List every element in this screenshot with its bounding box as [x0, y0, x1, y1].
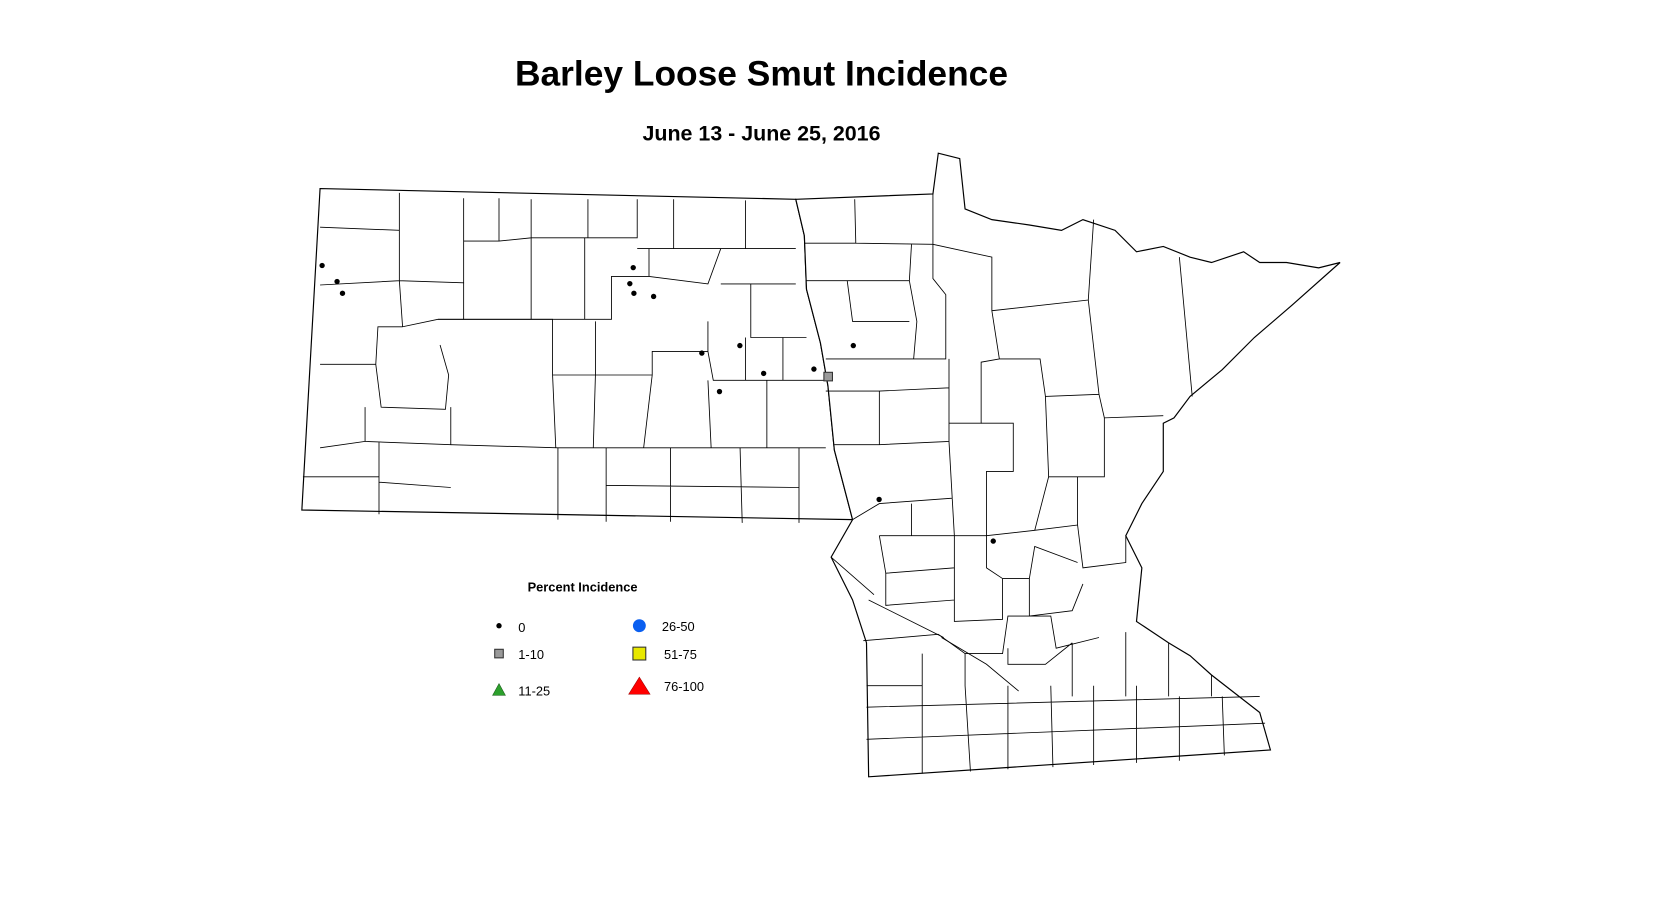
legend-label: 1-10: [518, 647, 544, 662]
observation-marker: [339, 290, 346, 296]
observation-marker: [760, 370, 767, 377]
observation-marker: [811, 366, 817, 372]
observation-marker: [334, 278, 340, 285]
observation-marker: [319, 262, 325, 269]
legend-red-triangle-icon: [628, 676, 651, 695]
legend-label: 26-50: [662, 619, 695, 634]
legend-item-0: 0: [496, 620, 525, 635]
observation-marker: [823, 371, 833, 382]
legend-item-26-50: 26-50: [632, 619, 695, 634]
state-outlines: [301, 152, 1341, 778]
observation-marker: [630, 264, 636, 271]
legend-label: 11-25: [518, 683, 550, 698]
legend-blue-circle-icon: [632, 619, 646, 633]
legend-yellow-square-icon: [632, 646, 647, 661]
legend-item-1-10: 1-10: [494, 647, 544, 662]
legend-green-triangle-icon: [492, 683, 506, 696]
legend-label: 76-100: [664, 679, 704, 694]
legend-label: 0: [518, 620, 525, 635]
legend-item-76-100: 76-100: [628, 676, 704, 695]
observation-marker: [627, 280, 633, 287]
observation-marker: [876, 496, 882, 503]
county-lines: [302, 192, 1266, 774]
legend-gray-square-icon: [494, 648, 504, 659]
observation-marker: [990, 538, 996, 544]
observation-marker: [850, 342, 856, 349]
legend-label: 51-75: [664, 647, 697, 662]
observation-marker: [631, 290, 637, 296]
legend: Percent Incidence 0 1-10 11-25 26-50 51-…: [492, 579, 704, 698]
minnesota-outline: [795, 152, 1341, 778]
observation-marker: [716, 388, 723, 395]
observation-markers: [319, 262, 996, 544]
map-title: Barley Loose Smut Incidence: [515, 55, 1008, 94]
map-subtitle: June 13 - June 25, 2016: [643, 121, 881, 145]
legend-title: Percent Incidence: [528, 579, 638, 594]
legend-dot-icon: [496, 623, 502, 629]
legend-item-11-25: 11-25: [492, 683, 550, 698]
observation-marker: [650, 293, 657, 300]
legend-item-51-75: 51-75: [632, 646, 697, 662]
observation-marker: [737, 342, 743, 349]
observation-marker: [699, 350, 705, 356]
